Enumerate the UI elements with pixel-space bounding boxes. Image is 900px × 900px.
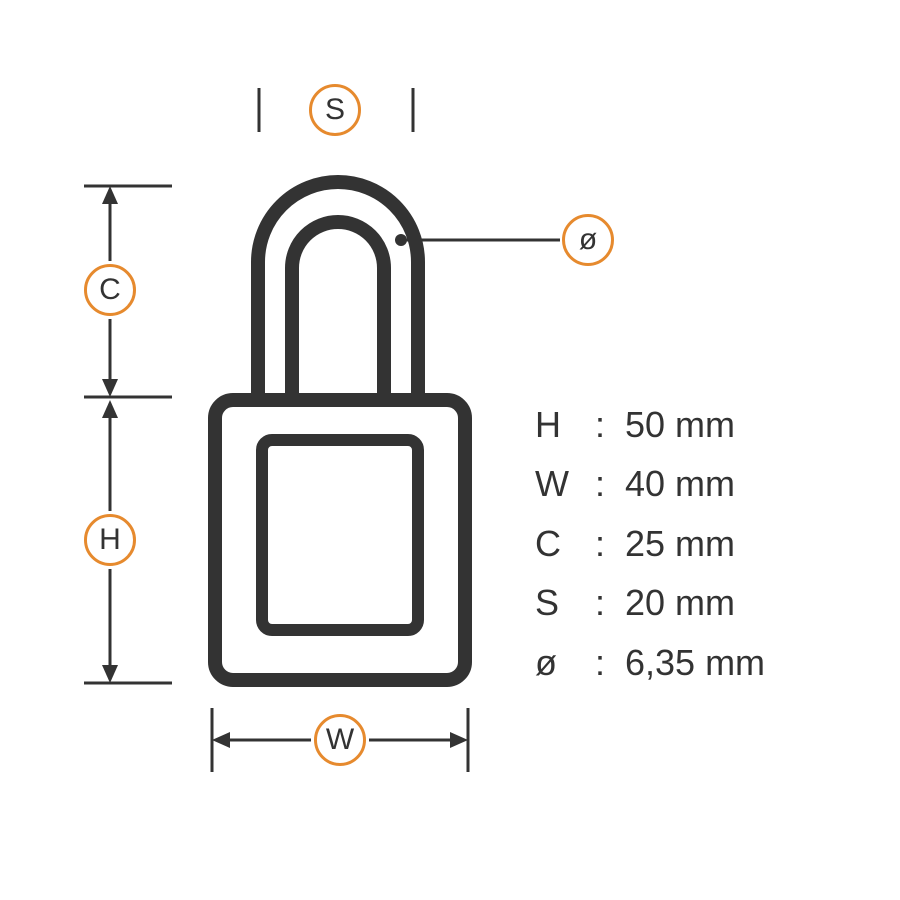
spec-row-c: C : 25 mm xyxy=(535,514,765,573)
spec-colon: : xyxy=(595,395,625,454)
spec-key: S xyxy=(535,573,595,632)
spec-row-h: H : 50 mm xyxy=(535,395,765,454)
spec-value: 40 mm xyxy=(625,454,735,513)
spec-row-s: S : 20 mm xyxy=(535,573,765,632)
label-w: W xyxy=(314,714,366,766)
spec-key: W xyxy=(535,454,595,513)
spec-key: ø xyxy=(535,633,595,692)
spec-colon: : xyxy=(595,633,625,692)
spec-row-d: ø : 6,35 mm xyxy=(535,633,765,692)
spec-value: 6,35 mm xyxy=(625,633,765,692)
spec-value: 25 mm xyxy=(625,514,735,573)
spec-key: H xyxy=(535,395,595,454)
spec-value: 50 mm xyxy=(625,395,735,454)
diagram-canvas: S ø C H xyxy=(0,0,900,900)
spec-table: H : 50 mm W : 40 mm C : 25 mm S : 20 mm … xyxy=(535,395,765,692)
spec-colon: : xyxy=(595,454,625,513)
spec-colon: : xyxy=(595,573,625,632)
spec-value: 20 mm xyxy=(625,573,735,632)
label-w-text: W xyxy=(326,723,354,757)
spec-colon: : xyxy=(595,514,625,573)
spec-key: C xyxy=(535,514,595,573)
spec-row-w: W : 40 mm xyxy=(535,454,765,513)
